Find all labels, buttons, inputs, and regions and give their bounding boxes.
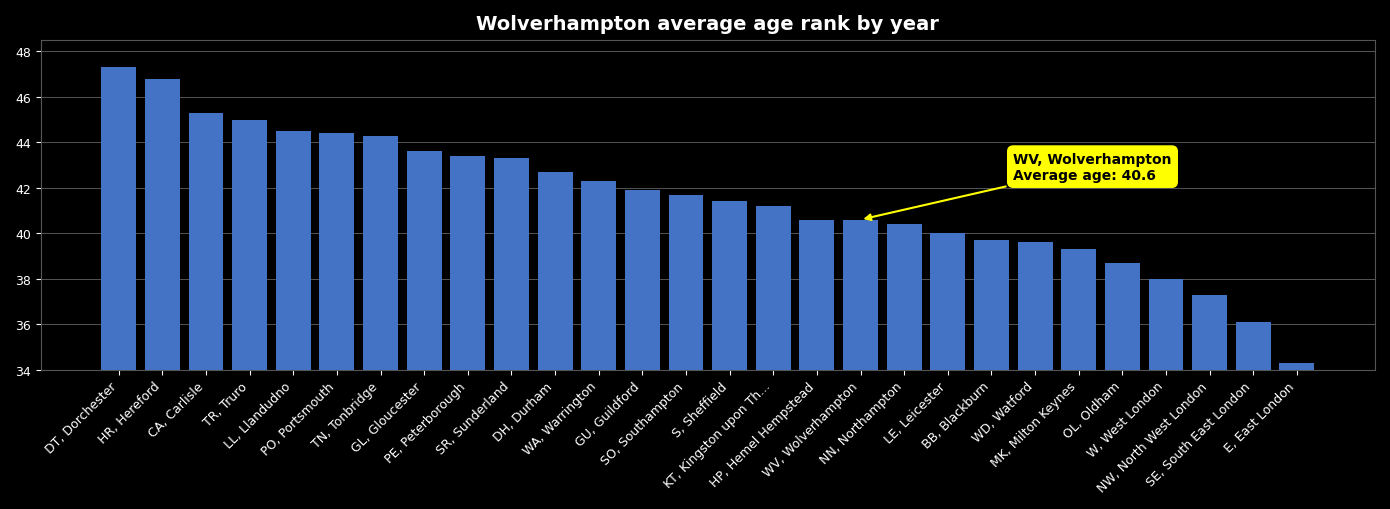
Bar xyxy=(1105,263,1140,509)
Bar xyxy=(974,241,1009,509)
Bar xyxy=(799,220,834,509)
Bar xyxy=(538,173,573,509)
Bar xyxy=(1061,250,1097,509)
Bar xyxy=(930,234,965,509)
Bar xyxy=(756,207,791,509)
Bar xyxy=(1148,279,1183,509)
Bar xyxy=(844,220,878,509)
Bar xyxy=(581,182,616,509)
Bar xyxy=(275,132,311,509)
Bar xyxy=(232,121,267,509)
Bar xyxy=(1017,243,1052,509)
Bar xyxy=(669,195,703,509)
Bar xyxy=(1279,363,1315,509)
Bar xyxy=(493,159,528,509)
Bar xyxy=(450,157,485,509)
Title: Wolverhampton average age rank by year: Wolverhampton average age rank by year xyxy=(477,15,940,34)
Bar xyxy=(363,136,398,509)
Bar xyxy=(407,152,442,509)
Text: WV, Wolverhampton
Average age: 40.6: WV, Wolverhampton Average age: 40.6 xyxy=(866,152,1172,220)
Bar xyxy=(1193,295,1227,509)
Bar xyxy=(320,134,354,509)
Bar xyxy=(887,225,922,509)
Bar xyxy=(1236,322,1270,509)
Bar xyxy=(145,79,179,509)
Bar xyxy=(626,191,660,509)
Bar xyxy=(189,114,224,509)
Bar xyxy=(101,68,136,509)
Bar xyxy=(712,202,746,509)
